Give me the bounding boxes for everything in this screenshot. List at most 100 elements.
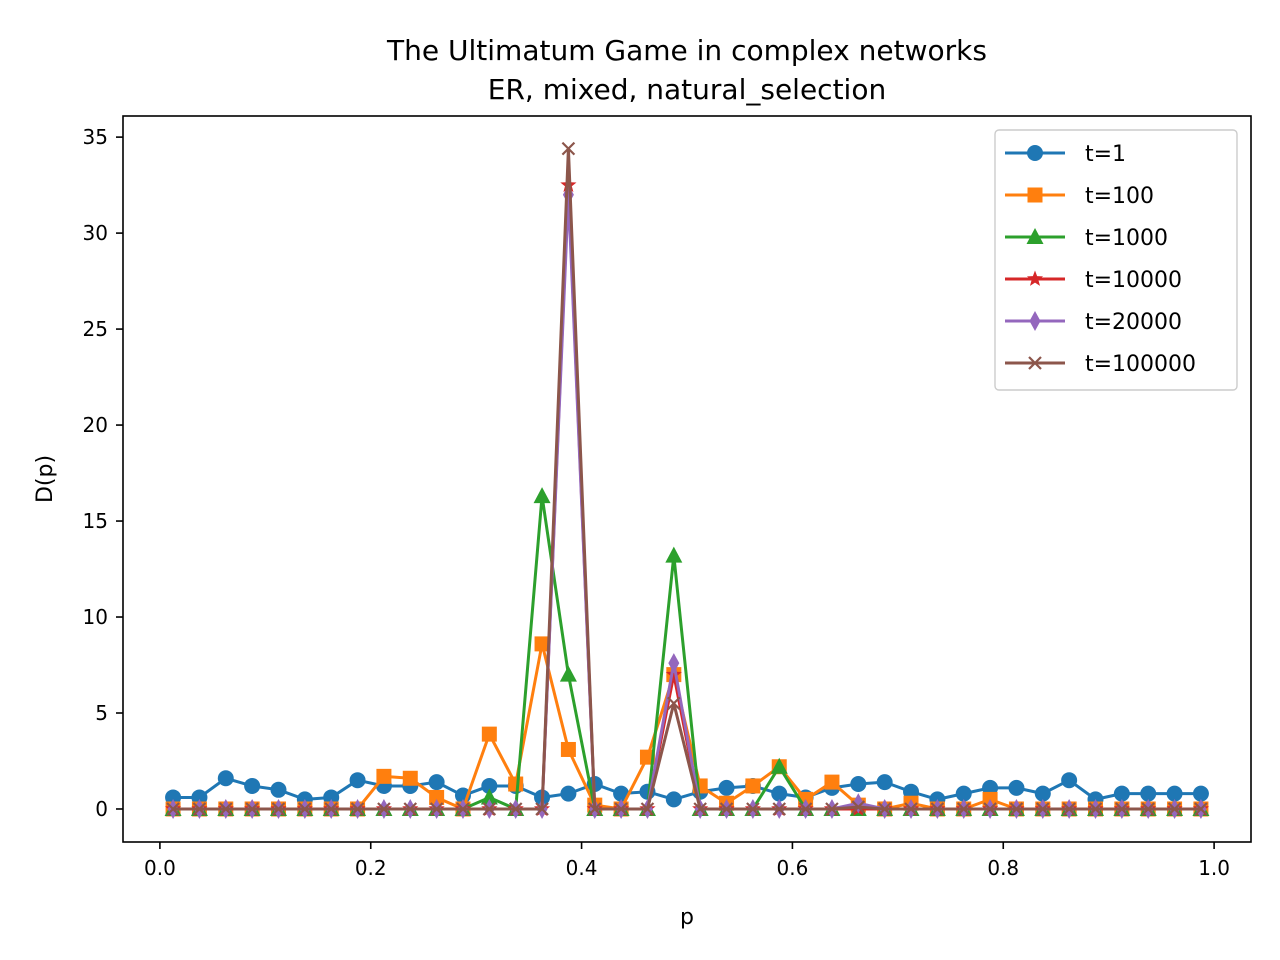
legend-label-t=1000: t=1000: [1085, 226, 1168, 251]
data-point-t=100000-23: [772, 802, 787, 816]
data-point-t=100000-25: [825, 802, 839, 816]
x-axis: 0.0 0.2 0.4 0.6 0.8 1.0: [144, 842, 1230, 880]
data-point-t=100000-33: [1036, 802, 1050, 816]
x-tick-label-4: 0.8: [987, 856, 1019, 880]
chart-title-line-2: ER, mixed, natural_selection: [488, 73, 886, 106]
data-point-t=100000-20: [693, 802, 707, 816]
plot-frame: [122, 115, 1252, 843]
data-point-t=100000-17: [614, 802, 628, 816]
data-point-t=100000-34: [1062, 802, 1076, 816]
y-tick-label-5: 25: [83, 317, 108, 341]
data-point-t=100-13: [508, 776, 524, 792]
legend-entry-t=1: t=1: [1005, 142, 1126, 167]
data-point-t=100000-9: [403, 802, 418, 816]
chart-title-line-1: The Ultimatum Game in complex networks: [386, 34, 987, 67]
legend-label-t=1: t=1: [1085, 142, 1126, 167]
y-tick-label-6: 30: [83, 221, 108, 245]
legend-label-t=20000: t=20000: [1085, 310, 1182, 335]
data-point-t=1000-23: [770, 757, 788, 774]
data-point-t=100000-30: [956, 802, 971, 816]
data-point-t=100-12: [481, 726, 497, 742]
data-point-t=1-15: [560, 785, 577, 802]
data-point-t=10000-19: [665, 666, 682, 682]
data-point-t=100-9: [402, 770, 418, 786]
data-point-t=1-27: [876, 774, 893, 791]
legend-marker-t=1000: [1026, 228, 1044, 244]
data-point-t=100000-14: [535, 802, 549, 816]
legend-label-t=100000: t=100000: [1085, 352, 1196, 377]
data-point-t=100000-4: [271, 802, 286, 816]
series-t=1: [165, 770, 1209, 808]
data-point-t=1-21: [718, 779, 735, 796]
data-point-t=1-30: [955, 785, 972, 802]
series-line-t=1: [173, 776, 1201, 801]
data-point-t=100000-21: [719, 802, 734, 816]
data-point-t=100000-22: [746, 802, 760, 816]
legend-marker-t=20000: [1029, 311, 1041, 331]
data-point-t=100000-31: [983, 802, 997, 816]
series-line-t=100000: [173, 147, 1201, 811]
data-point-t=1-3: [244, 777, 261, 794]
series-t=1000: [164, 487, 1210, 816]
data-point-t=100000-0: [166, 802, 180, 816]
data-point-t=100000-18: [640, 802, 655, 816]
data-point-t=1-39: [1192, 785, 1209, 802]
data-point-t=1-33: [1034, 785, 1051, 802]
legend-label-t=10000: t=10000: [1085, 268, 1182, 293]
y-tick-label-0: 0: [95, 797, 108, 821]
data-point-t=100000-2: [219, 802, 233, 816]
data-point-t=100000-35: [1088, 802, 1103, 816]
y-tick-label-1: 5: [95, 701, 108, 725]
data-point-t=100000-5: [298, 802, 312, 816]
legend-marker-t=100000: [1028, 356, 1042, 370]
data-point-t=1-19: [665, 791, 682, 808]
legend-label-t=100: t=100: [1085, 184, 1154, 209]
data-point-t=100000-1: [192, 802, 207, 816]
data-point-t=1-34: [1061, 772, 1078, 789]
data-point-t=100-14: [534, 636, 550, 652]
data-point-t=100000-38: [1167, 802, 1182, 816]
data-point-t=1000-19: [665, 546, 683, 563]
data-point-t=100000-24: [798, 802, 813, 816]
data-point-t=100-22: [745, 778, 761, 794]
y-axis: 0 5 10 15 20 25 30 35: [83, 125, 123, 821]
data-point-t=100000-37: [1141, 802, 1155, 816]
data-point-t=100-15: [560, 741, 576, 757]
series-t=100000: [166, 141, 1208, 816]
data-point-t=1-0: [165, 789, 182, 806]
data-point-t=100000-13: [508, 802, 523, 816]
data-point-t=100000-36: [1115, 802, 1129, 816]
data-point-t=100000-29: [930, 802, 945, 816]
data-point-t=100000-7: [350, 802, 365, 816]
data-point-t=100000-28: [904, 802, 918, 816]
data-point-t=100000-26: [851, 800, 866, 814]
data-point-t=1000-12: [480, 788, 498, 805]
plot-area: [164, 141, 1210, 819]
data-point-t=20000-15: [562, 184, 574, 205]
data-point-t=1-23: [771, 785, 788, 802]
x-tick-label-1: 0.2: [355, 856, 387, 880]
data-point-t=100000-6: [324, 802, 338, 816]
data-point-t=1-10: [428, 774, 445, 791]
data-point-t=100000-10: [429, 802, 444, 816]
data-point-t=100000-16: [587, 802, 602, 816]
y-tick-label-2: 10: [83, 605, 108, 629]
data-point-t=100-10: [429, 789, 445, 805]
data-point-t=100000-39: [1194, 802, 1208, 816]
data-point-t=100000-19: [667, 696, 681, 711]
legend-entry-t=100: t=100: [1005, 184, 1154, 209]
y-axis-label: D(p): [33, 455, 58, 503]
data-point-t=20000-19: [668, 653, 680, 674]
data-point-t=1-28: [903, 783, 920, 800]
legend-entry-t=10000: t=10000: [1005, 268, 1182, 293]
data-point-t=1-31: [982, 779, 999, 796]
legend-entry-t=20000: t=20000: [1005, 310, 1182, 335]
legend-entry-t=100000: t=100000: [1005, 352, 1196, 377]
data-point-t=1-6: [323, 789, 340, 806]
data-point-t=100000-11: [456, 802, 470, 816]
data-point-t=100000-27: [877, 802, 892, 816]
x-tick-label-0: 0.0: [144, 856, 176, 880]
data-point-t=1-2: [217, 770, 234, 787]
data-point-t=100000-8: [377, 802, 391, 816]
